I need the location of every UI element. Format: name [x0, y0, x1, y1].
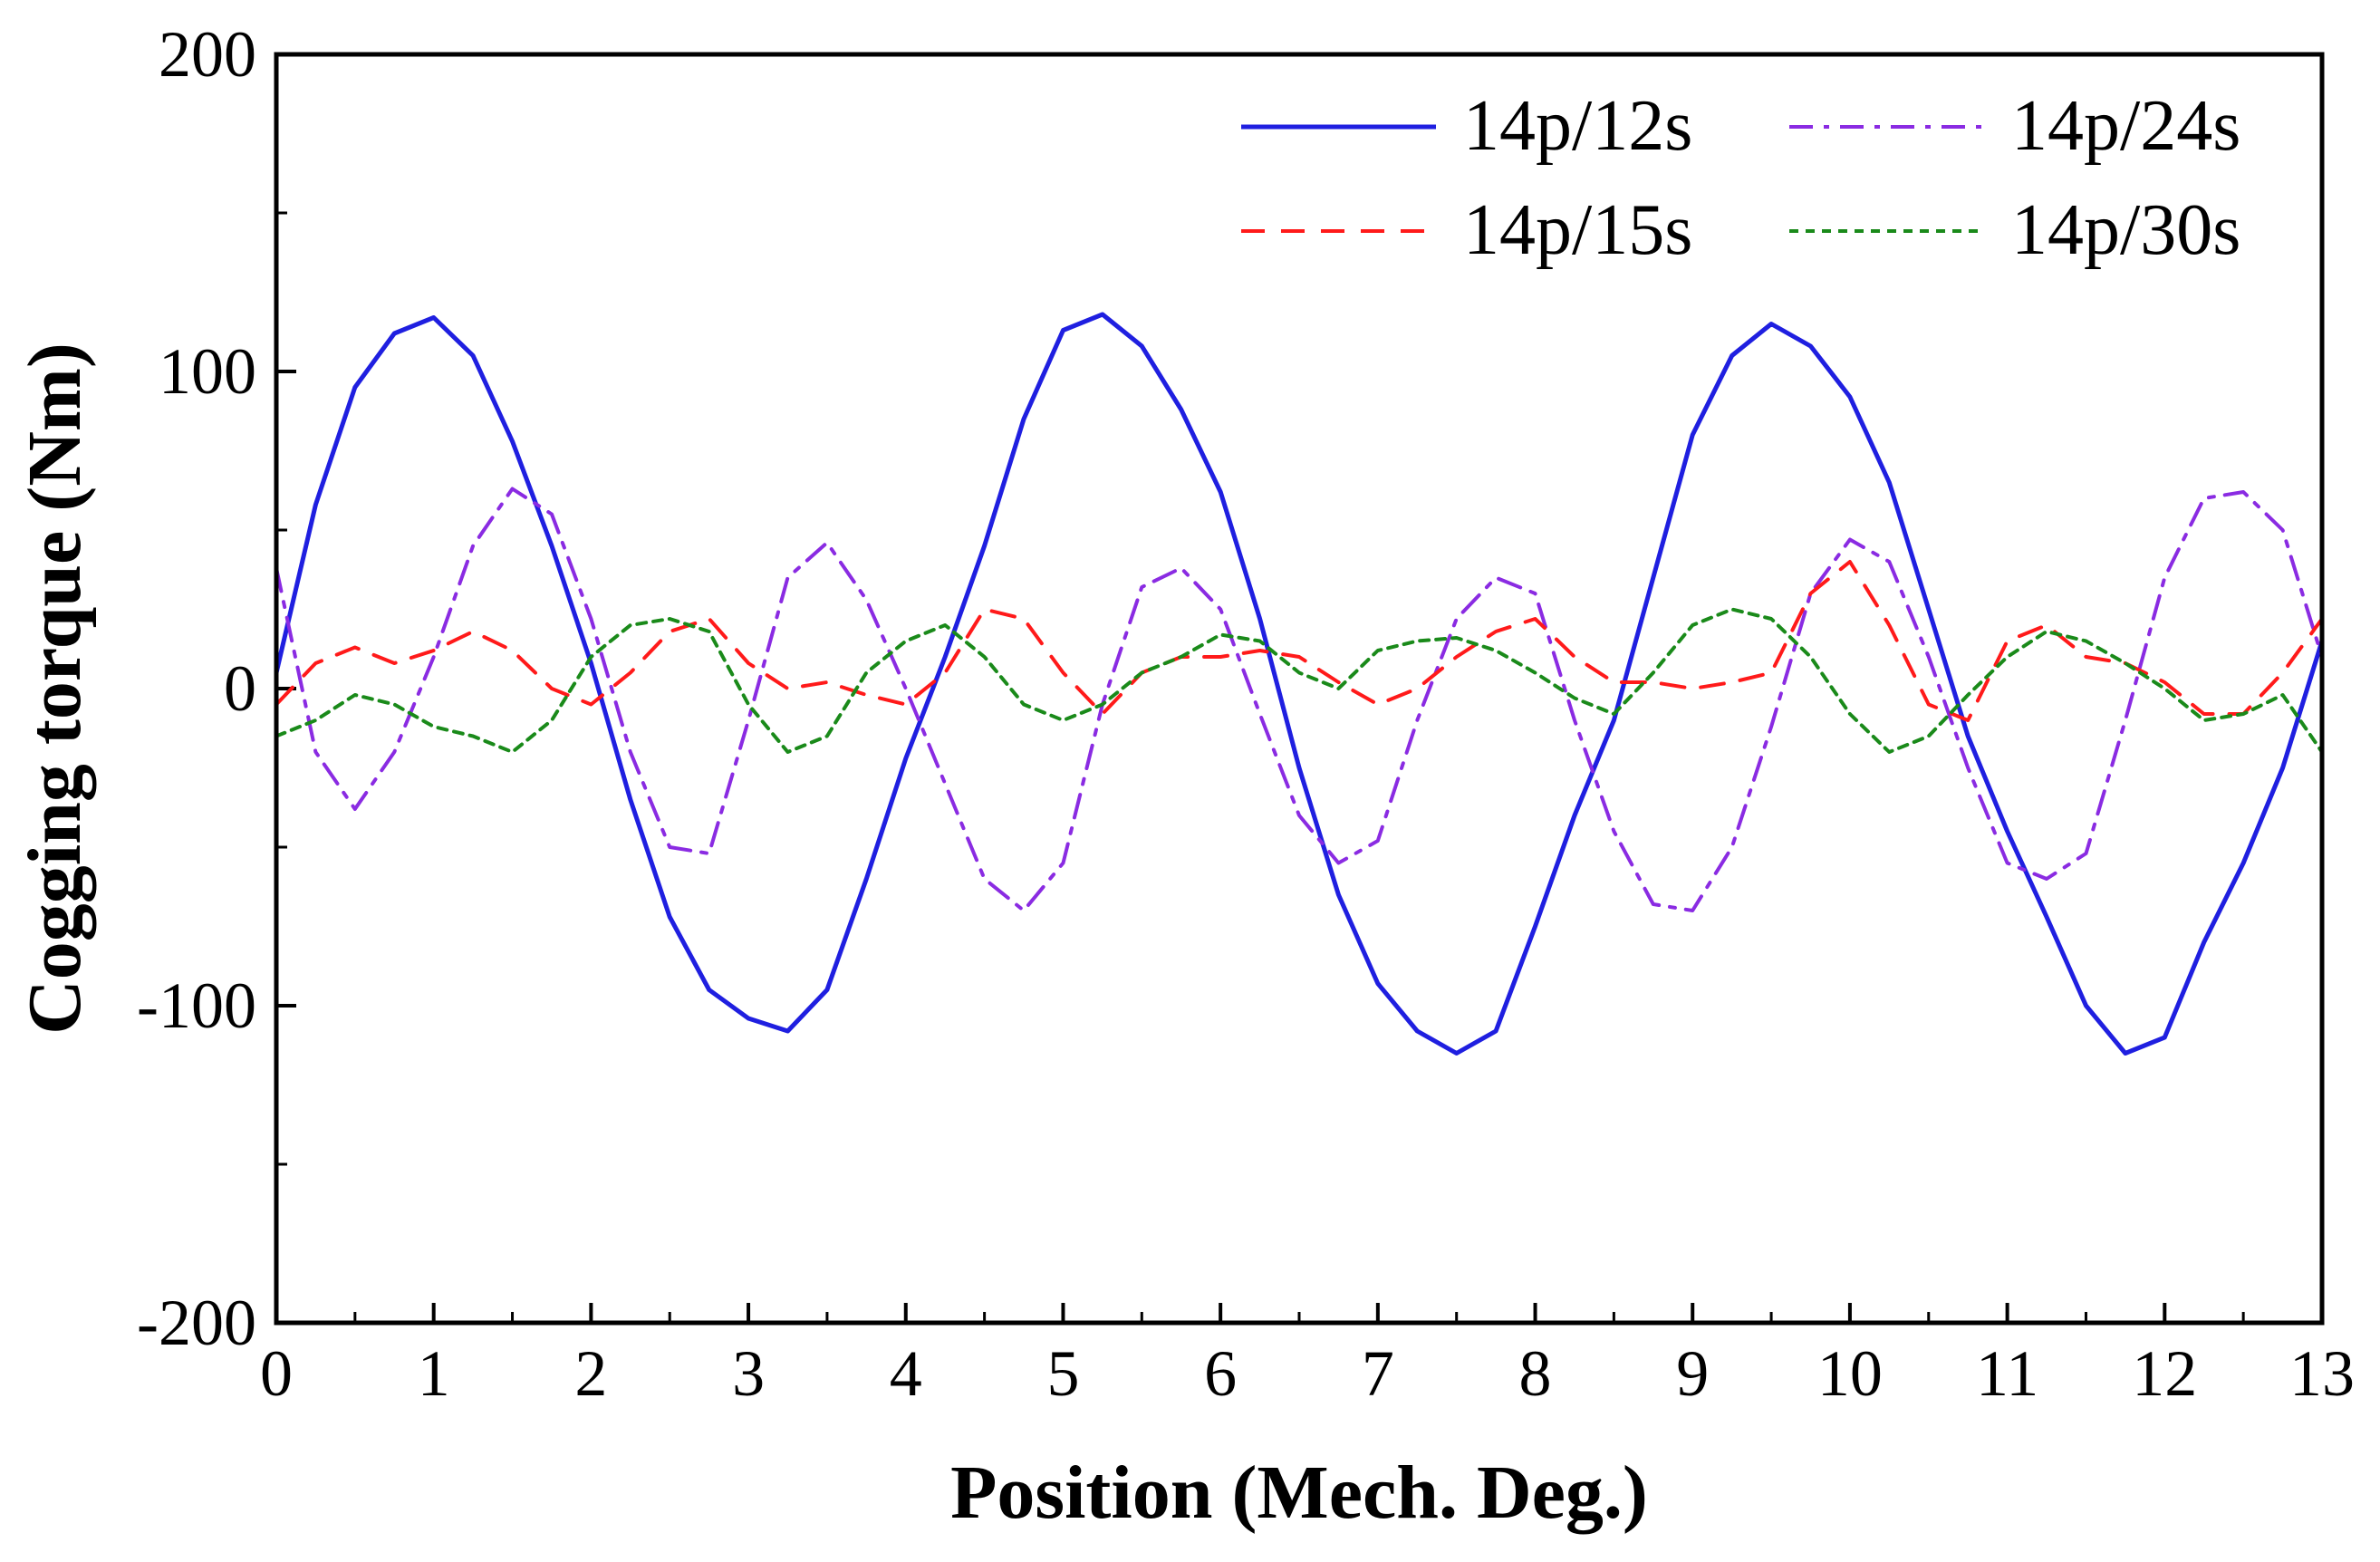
x-tick-label: 7 — [1362, 1337, 1394, 1410]
x-tick-label: 1 — [418, 1337, 450, 1410]
legend-label: 14p/30s — [2011, 190, 2240, 270]
x-tick-label: 8 — [1519, 1337, 1552, 1410]
y-tick-label: -200 — [137, 1287, 256, 1359]
y-axis-title: Cogging torque (Nm) — [13, 342, 97, 1035]
legend: 14p/12s 14p/24s 14p/15s 14p/30s — [1241, 86, 2240, 270]
x-tick-label: 0 — [260, 1337, 293, 1410]
x-tick-label: 10 — [1817, 1337, 1883, 1410]
x-tick-label: 13 — [2289, 1337, 2355, 1410]
x-tick-label: 6 — [1204, 1337, 1237, 1410]
y-tick-label: 100 — [159, 335, 256, 408]
x-tick-label: 4 — [890, 1337, 922, 1410]
series-layer — [274, 312, 2325, 1056]
x-tick-label: 12 — [2132, 1337, 2197, 1410]
legend-label: 14p/24s — [2011, 86, 2240, 166]
x-tick-label: 3 — [732, 1337, 765, 1410]
series-line-14p-15s — [275, 560, 2324, 722]
y-tick-label: 200 — [159, 18, 256, 91]
x-tick-label: 9 — [1676, 1337, 1709, 1410]
legend-label: 14p/12s — [1463, 86, 1692, 166]
x-axis-title: Position (Mech. Deg.) — [950, 1451, 1648, 1535]
y-tick-label: 0 — [224, 652, 256, 725]
x-tick-label: 5 — [1046, 1337, 1079, 1410]
x-tick-label: 11 — [1976, 1337, 2038, 1410]
y-tick-label: -100 — [137, 969, 256, 1042]
series-line-14p-12s — [274, 312, 2325, 1056]
legend-label: 14p/15s — [1463, 190, 1692, 270]
series-line-14p-24s — [275, 487, 2324, 912]
series-line-14p-30s — [275, 607, 2324, 754]
plot-frame — [274, 52, 2325, 1326]
x-tick-label: 2 — [574, 1337, 607, 1410]
